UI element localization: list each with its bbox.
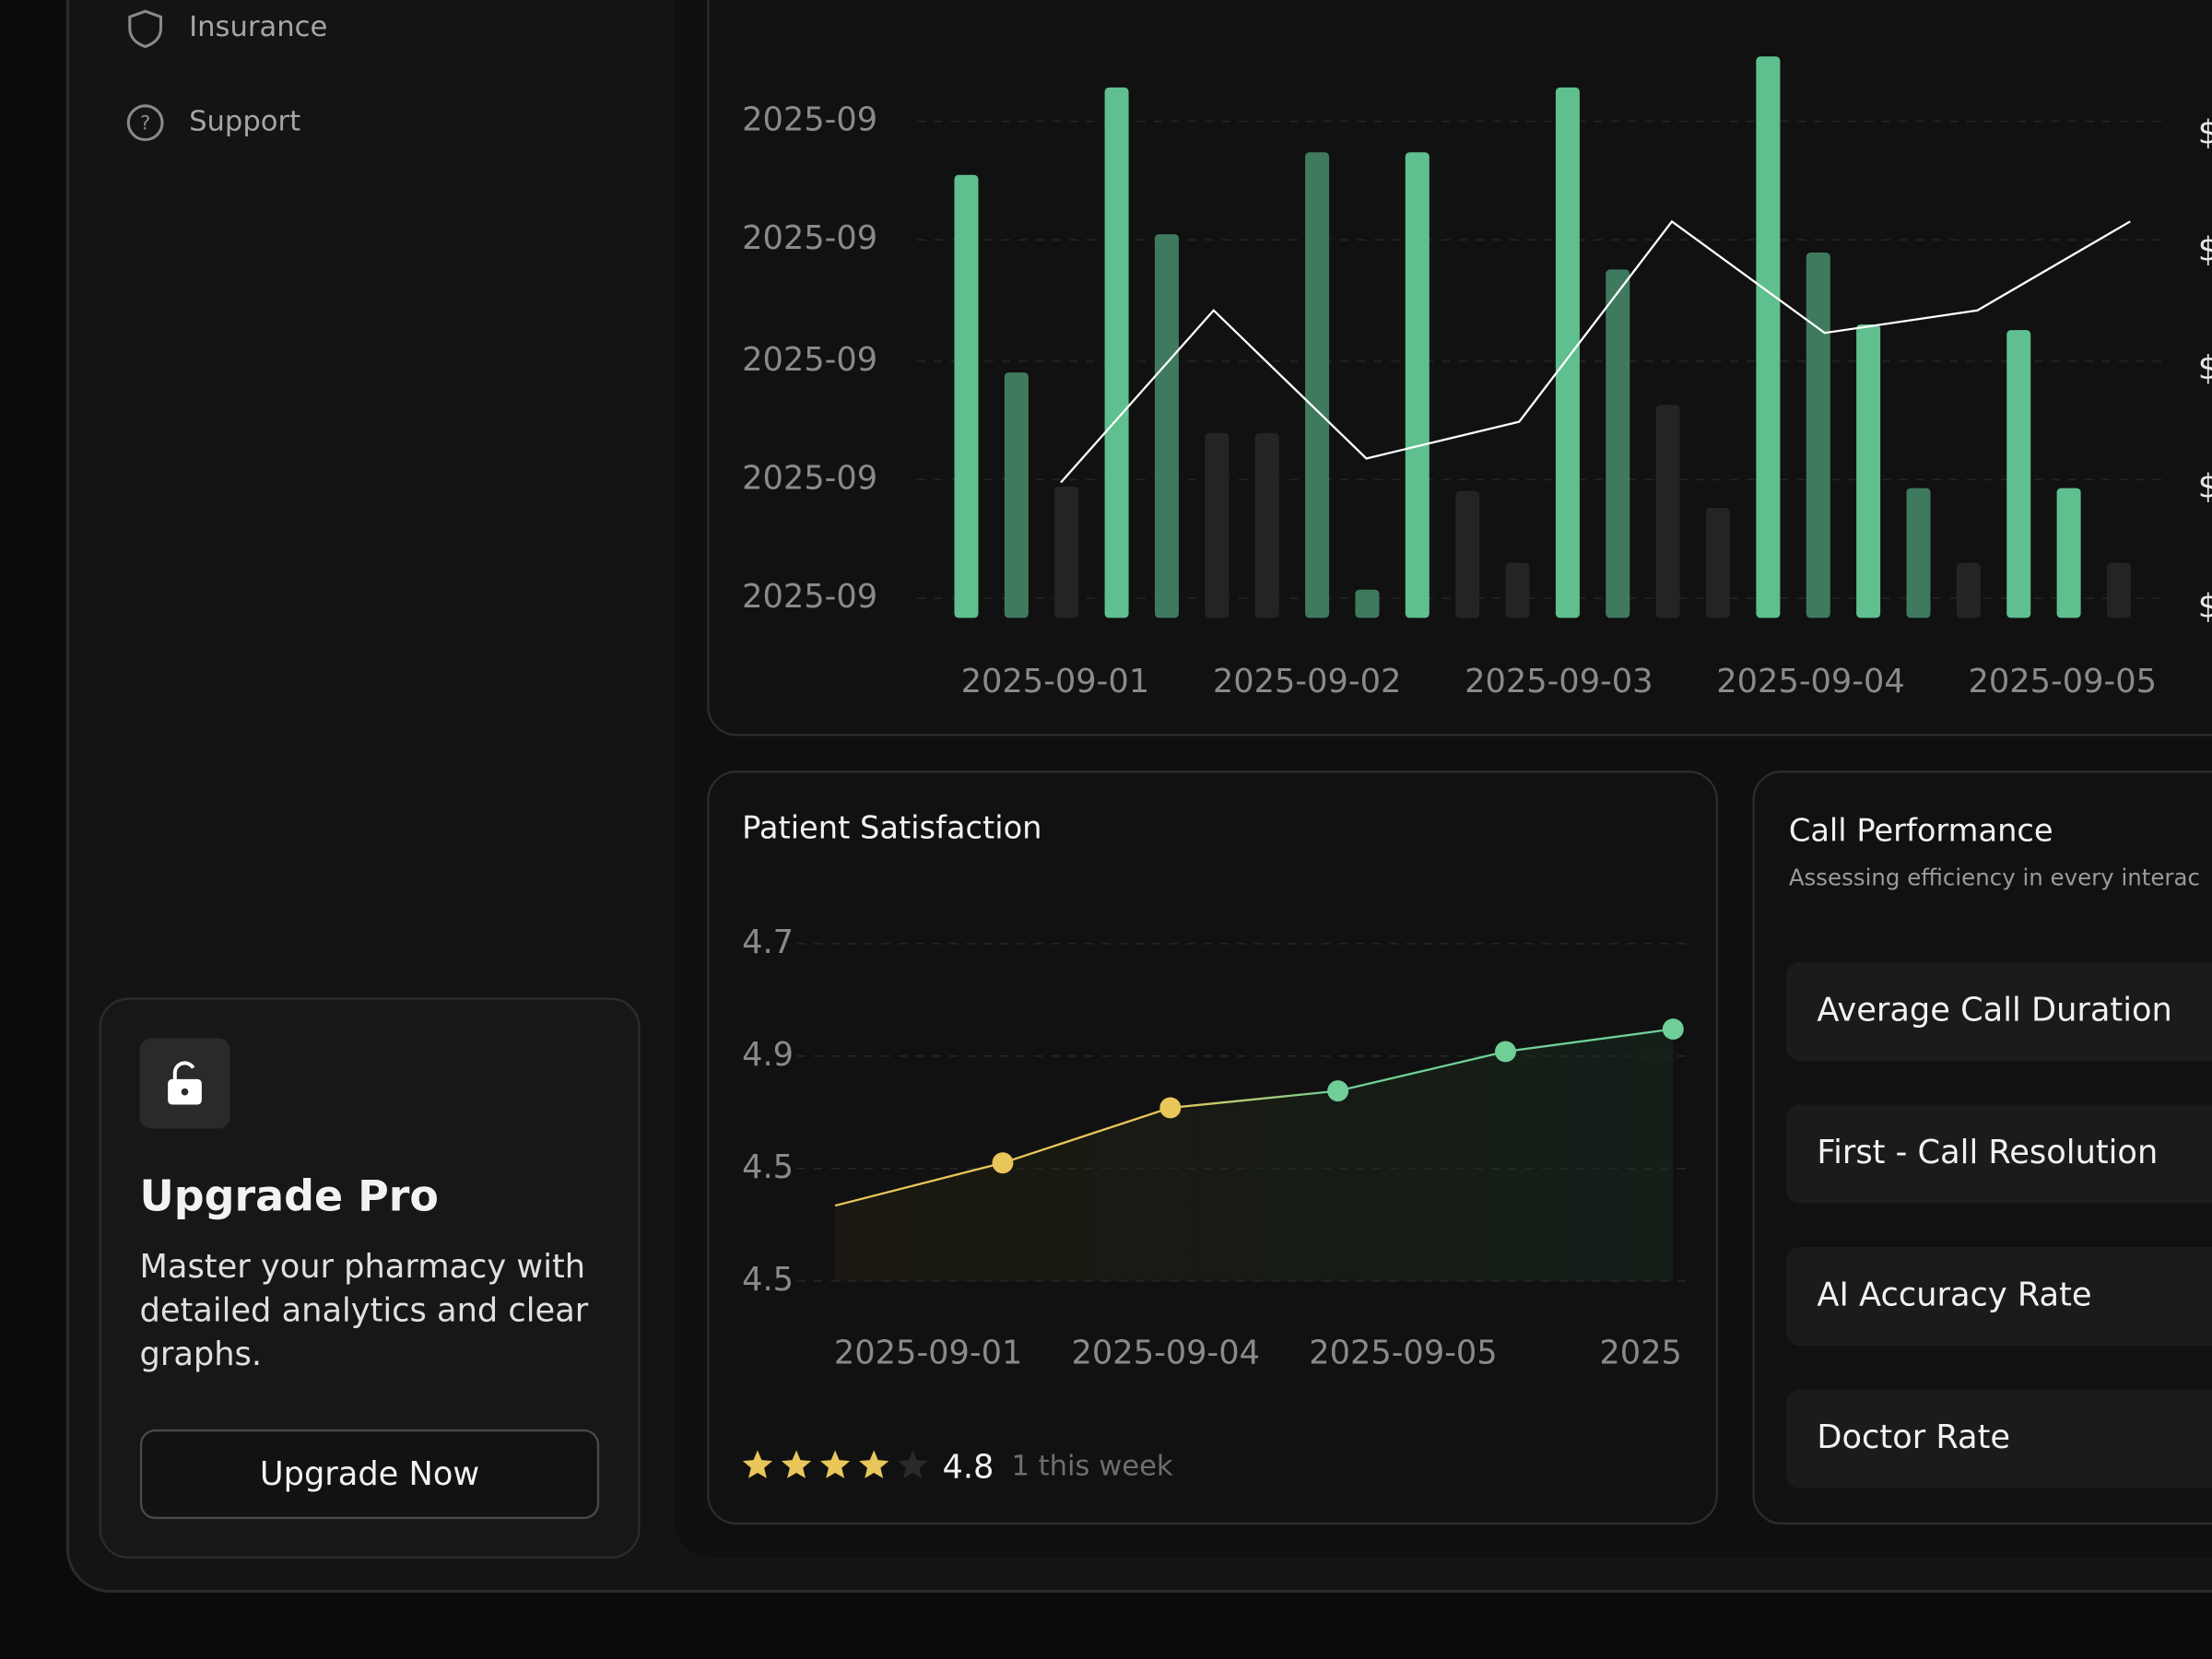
bar bbox=[1305, 152, 1330, 618]
y2-tick-label: $ bbox=[2198, 113, 2212, 151]
y2-tick-label: $ bbox=[2198, 230, 2212, 268]
y-tick-label: 4.7 bbox=[742, 924, 794, 961]
x-tick-label: 2025-09-02 bbox=[1213, 663, 1402, 700]
bar bbox=[1054, 487, 1079, 618]
y-tick-label: 4.5 bbox=[742, 1148, 794, 1186]
lock-shackle bbox=[172, 1061, 195, 1081]
x-tick-label: 2025-09-01 bbox=[961, 663, 1150, 700]
trend-line bbox=[1060, 219, 2131, 484]
bar bbox=[2106, 562, 2131, 618]
nav-label: Insurance bbox=[189, 11, 327, 43]
upgrade-card bbox=[99, 997, 641, 1559]
rating-star bbox=[742, 1450, 773, 1478]
rating-note: 1 this week bbox=[1011, 1450, 1172, 1482]
shield-icon bbox=[128, 9, 163, 49]
bar bbox=[1355, 589, 1380, 618]
y-tick-label: 2025-09 bbox=[742, 219, 877, 257]
metric-label: Average Call Duration bbox=[1817, 991, 2171, 1029]
metric-box bbox=[1785, 1389, 2212, 1488]
help-icon bbox=[126, 104, 164, 142]
bar bbox=[954, 174, 979, 618]
data-point bbox=[1327, 1080, 1349, 1102]
metric-box bbox=[1785, 961, 2212, 1062]
x-tick-label: 2025-09-05 bbox=[1969, 663, 2158, 700]
bar bbox=[1154, 234, 1179, 618]
lock-hole bbox=[181, 1088, 189, 1096]
x-tick-label: 2025 bbox=[1599, 1334, 1682, 1371]
bar bbox=[1806, 252, 1830, 618]
upgrade-text: Master your pharmacy with bbox=[140, 1248, 586, 1286]
data-point bbox=[992, 1152, 1014, 1174]
x-tick-label: 2025-09-03 bbox=[1465, 663, 1653, 700]
bar bbox=[1756, 56, 1781, 618]
metric-row[interactable]: Average Call Duration bbox=[1785, 961, 2212, 1062]
y2-tick-label: $ bbox=[2198, 468, 2212, 506]
y-tick-label: 4.5 bbox=[742, 1261, 794, 1299]
bar-chart-card bbox=[707, 0, 2212, 736]
data-point bbox=[1662, 1018, 1684, 1041]
bar bbox=[1004, 372, 1029, 618]
bar bbox=[1104, 87, 1129, 618]
card-title: Call Performance bbox=[1789, 813, 2053, 849]
nav-support[interactable]: ? Support bbox=[126, 104, 300, 142]
satisfaction-line bbox=[834, 1028, 1674, 1207]
y-tick-label: 2025-09 bbox=[742, 459, 877, 497]
metric-label: Doctor Rate bbox=[1817, 1418, 2010, 1456]
data-point bbox=[1494, 1041, 1516, 1063]
upgrade-text: detailed analytics and clear bbox=[140, 1291, 589, 1329]
metric-row[interactable]: First - Call Resolution bbox=[1785, 1104, 2212, 1204]
bar bbox=[1606, 269, 1630, 618]
metric-row[interactable]: Doctor Rate bbox=[1785, 1389, 2212, 1488]
rating-score: 4.8 bbox=[942, 1448, 994, 1486]
x-tick-label: 2025-09-05 bbox=[1309, 1334, 1498, 1371]
upgrade-title: Upgrade Pro bbox=[140, 1171, 439, 1221]
metric-box bbox=[1785, 1104, 2212, 1204]
button-label: Upgrade Now bbox=[260, 1455, 479, 1493]
bar bbox=[1906, 488, 1931, 618]
rating-star bbox=[859, 1450, 889, 1478]
nav-insurance[interactable]: Insurance bbox=[128, 9, 327, 49]
bar bbox=[1555, 87, 1580, 618]
x-tick-label: 2025-09-04 bbox=[1716, 663, 1905, 700]
card-subtitle: Assessing efficiency in every interac bbox=[1789, 865, 2200, 891]
rating-star bbox=[898, 1450, 928, 1478]
bar bbox=[1205, 432, 1230, 618]
y-tick-label: 4.9 bbox=[742, 1036, 794, 1074]
upgrade-text: graphs. bbox=[140, 1335, 263, 1373]
bar bbox=[1254, 432, 1279, 618]
data-point bbox=[1159, 1097, 1182, 1119]
y2-tick-label: $ bbox=[2198, 349, 2212, 387]
bar bbox=[1956, 562, 1981, 618]
bar bbox=[2006, 330, 2031, 618]
y-tick-label: 2025-09 bbox=[742, 341, 877, 379]
bar bbox=[1655, 405, 1680, 618]
x-tick-label: 2025-09-01 bbox=[834, 1334, 1023, 1371]
card-title: Patient Satisfaction bbox=[742, 810, 1041, 846]
rating-star bbox=[820, 1450, 851, 1478]
metric-row[interactable]: AI Accuracy Rate bbox=[1785, 1247, 2212, 1347]
area-fill bbox=[835, 1029, 1674, 1281]
bar bbox=[1505, 562, 1530, 618]
y-tick-label: 2025-09 bbox=[742, 578, 877, 616]
metric-box bbox=[1785, 1247, 2212, 1347]
rating-star bbox=[781, 1450, 812, 1478]
bar bbox=[1856, 324, 1881, 618]
bar bbox=[2056, 488, 2081, 618]
nav-label: Support bbox=[189, 106, 300, 138]
charts: 2025-09 2025-09 2025-09 2025-09 2025-09 $ $ $ $ $… bbox=[742, 56, 2212, 1488]
button-box bbox=[139, 1429, 600, 1520]
metric-label: First - Call Resolution bbox=[1817, 1134, 2158, 1171]
bar bbox=[1455, 490, 1480, 618]
bar bbox=[1405, 152, 1430, 618]
help-glyph: ? bbox=[140, 112, 150, 135]
x-tick-label: 2025-09-04 bbox=[1072, 1334, 1261, 1371]
metric-label: AI Accuracy Rate bbox=[1817, 1277, 2091, 1314]
y-tick-label: 2025-09 bbox=[742, 101, 877, 139]
y2-tick-label: $ bbox=[2198, 588, 2212, 626]
bar bbox=[1706, 508, 1731, 618]
upgrade-button[interactable]: Upgrade Now bbox=[139, 1429, 600, 1520]
